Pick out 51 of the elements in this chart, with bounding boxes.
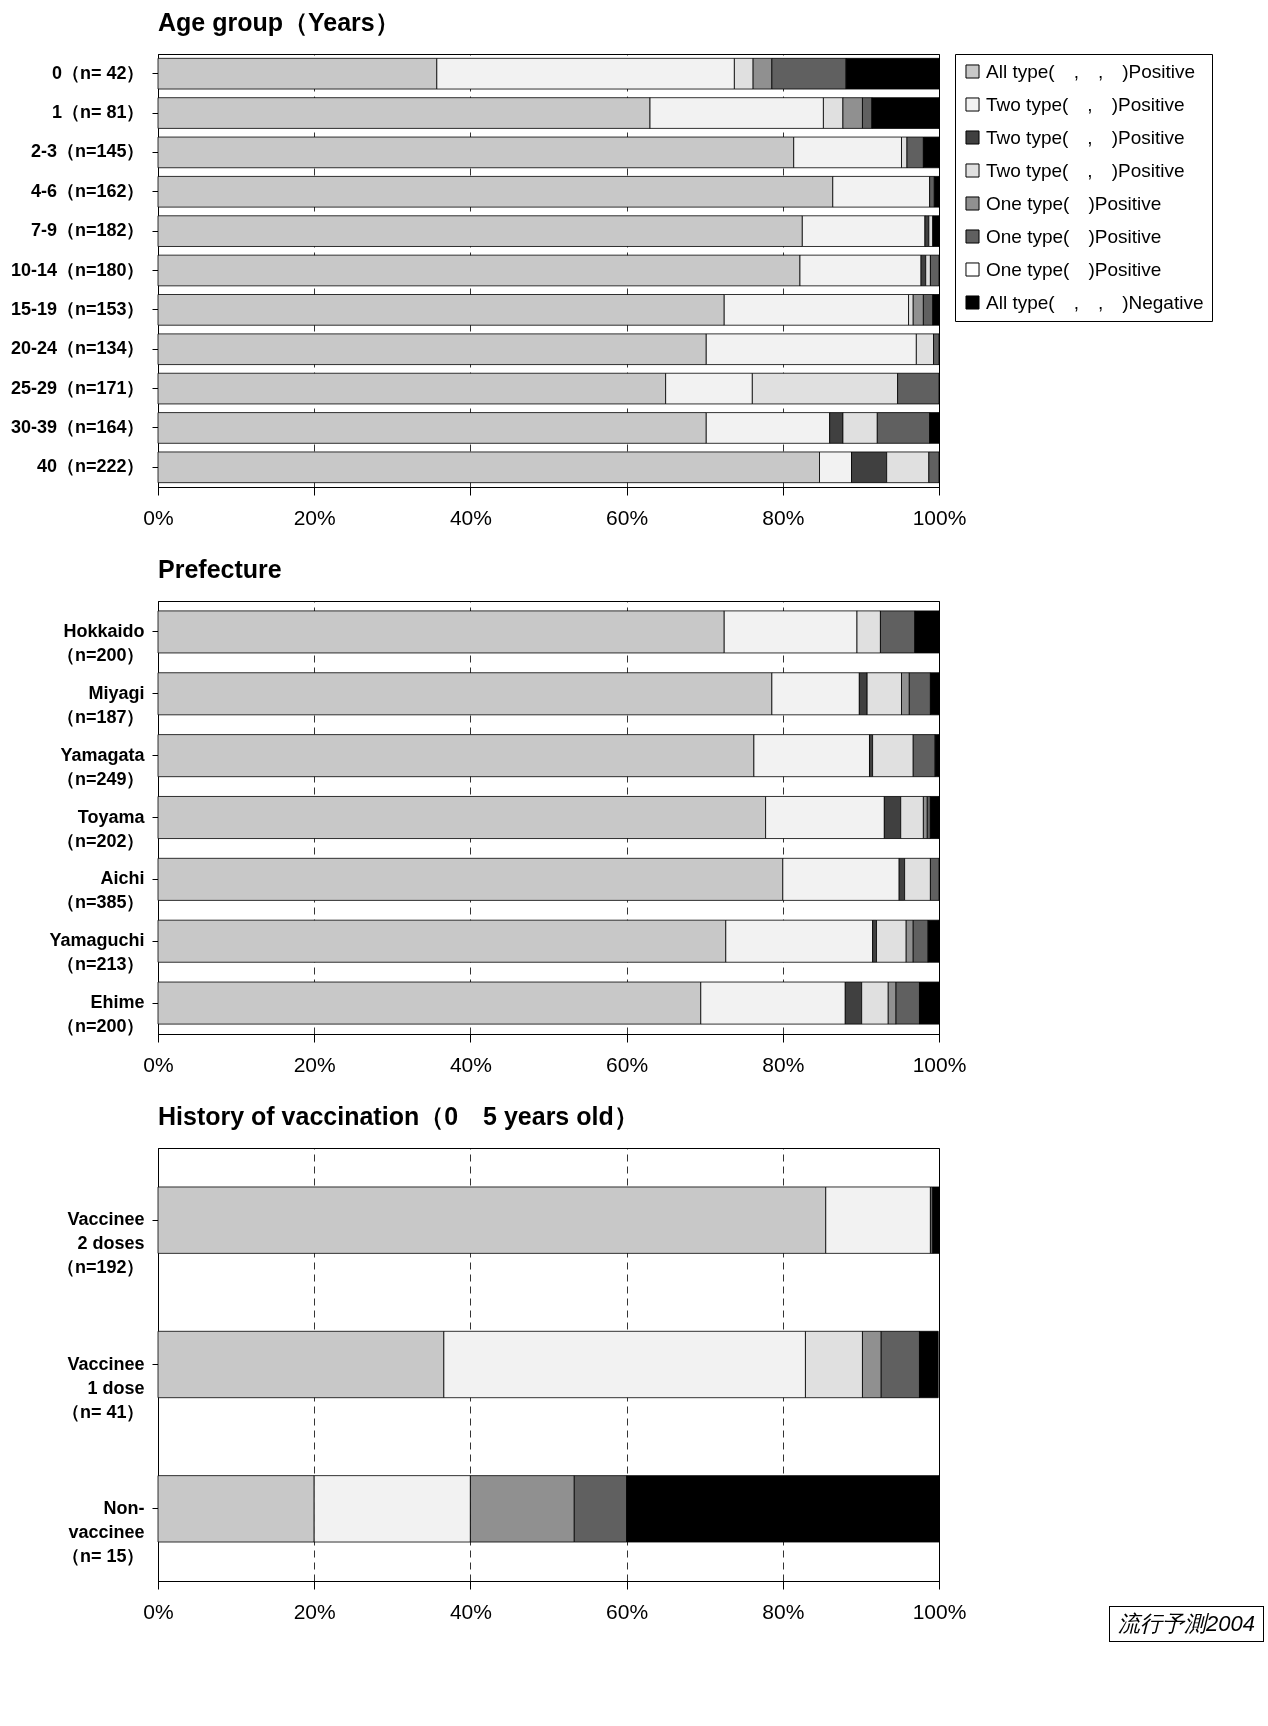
x-tick-label: 0% [143, 505, 174, 529]
x-tick-label: 80% [762, 1599, 805, 1623]
chart-title: Age group（Years） [158, 7, 400, 36]
legend-label: One type( )Positive [986, 192, 1162, 214]
legend-label: All type( , , )Positive [986, 60, 1196, 82]
y-tick-label: 2-3（n=145） [30, 141, 145, 162]
y-tick-label: Aichi （n=385） [56, 868, 145, 913]
x-tick-label: 40% [449, 1052, 492, 1076]
x-tick-label: 60% [606, 505, 649, 529]
y-tick-label: 40（n=222） [36, 456, 145, 477]
x-tick-label: 80% [762, 505, 805, 529]
y-tick-label: 20-24（n=134） [10, 338, 145, 359]
y-tick-label: Vaccinee 2 doses （n=192） [56, 1209, 145, 1278]
x-tick-label: 20% [293, 505, 336, 529]
x-tick-label: 0% [143, 1599, 174, 1623]
y-tick-label: 0（n= 42） [51, 62, 145, 83]
legend-label: All type( , , )Negative [986, 291, 1204, 313]
y-tick-label: 15-19（n=153） [10, 298, 145, 319]
x-tick-label: 60% [606, 1052, 649, 1076]
x-tick-label: 60% [606, 1599, 649, 1623]
y-tick-label: Ehime （n=200） [56, 992, 145, 1037]
legend-label: Two type( , )Positive [986, 93, 1185, 115]
y-tick-label: Toyama （n=202） [56, 806, 146, 851]
chart-title: History of vaccination（0 5 years old） [158, 1102, 639, 1130]
x-tick-label: 20% [293, 1599, 336, 1623]
y-tick-label: Yamaguchi （n=213） [49, 930, 145, 975]
x-tick-label: 80% [762, 1052, 805, 1076]
x-tick-label: 100% [912, 505, 967, 529]
y-tick-label: Hokkaido （n=200） [56, 620, 145, 665]
x-tick-label: 40% [449, 505, 492, 529]
y-tick-label: Yamagata （n=249） [56, 744, 146, 789]
legend-label: Two type( , )Positive [986, 126, 1185, 148]
x-tick-label: 0% [143, 1052, 174, 1076]
y-tick-label: 10-14（n=180） [10, 259, 145, 280]
x-tick-label: 20% [293, 1052, 336, 1076]
legend-label: One type( )Positive [986, 258, 1162, 280]
x-tick-label: 100% [912, 1052, 967, 1076]
y-tick-label: 30-39（n=164） [10, 416, 145, 437]
chart-title: Prefecture [158, 555, 282, 583]
y-tick-label: 7-9（n=182） [30, 220, 145, 241]
y-tick-label: Vaccinee 1 dose （n= 41） [61, 1353, 145, 1422]
legend-label: One type( )Positive [986, 225, 1162, 247]
text: 流行予測2004 [1109, 1606, 1264, 1642]
x-tick-label: 40% [449, 1599, 492, 1623]
x-tick-label: 100% [912, 1599, 967, 1623]
y-tick-label: 1（n= 81） [51, 102, 145, 123]
y-tick-label: Non- vaccinee （n= 15） [61, 1497, 145, 1566]
legend-label: Two type( , )Positive [986, 159, 1185, 181]
y-tick-label: Miyagi （n=187） [56, 682, 145, 727]
y-tick-label: 4-6（n=162） [30, 180, 145, 201]
y-tick-label: 25-29（n=171） [10, 377, 145, 398]
